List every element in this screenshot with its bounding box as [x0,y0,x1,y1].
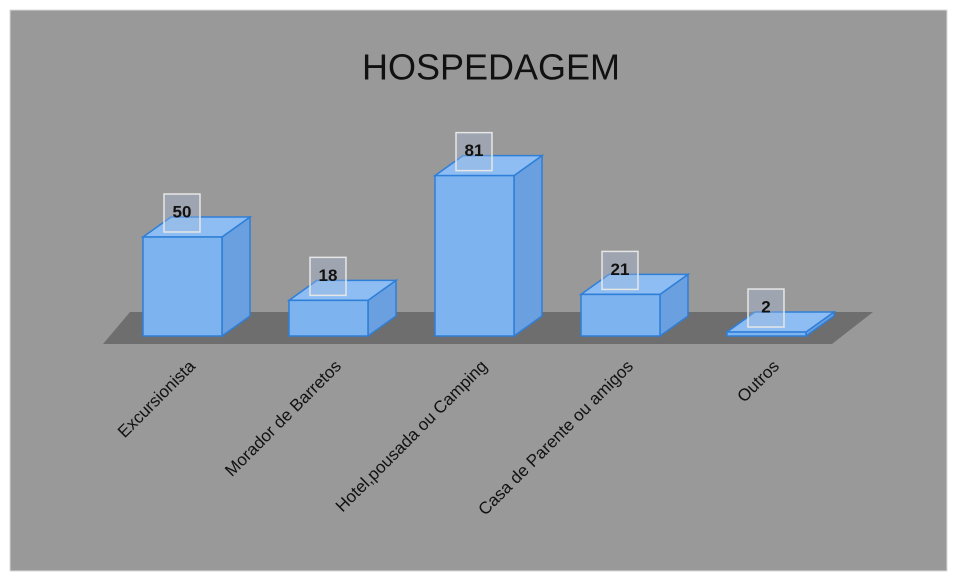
value-label: 50 [173,202,192,221]
bar [434,174,515,337]
bar-side [513,154,543,338]
value-label-box [747,288,785,328]
bar [726,331,807,337]
bar [142,236,223,337]
bar [288,299,369,337]
value-label: 21 [611,260,630,279]
value-label-box [601,250,639,291]
bar [580,293,661,337]
chart-title: HOSPEDAGEM [362,47,620,88]
value-label: 2 [761,298,770,317]
value-label-box [309,256,347,297]
value-label: 18 [319,266,338,285]
value-label-box [455,131,493,172]
value-label: 81 [465,141,484,160]
value-label-box [163,193,201,233]
